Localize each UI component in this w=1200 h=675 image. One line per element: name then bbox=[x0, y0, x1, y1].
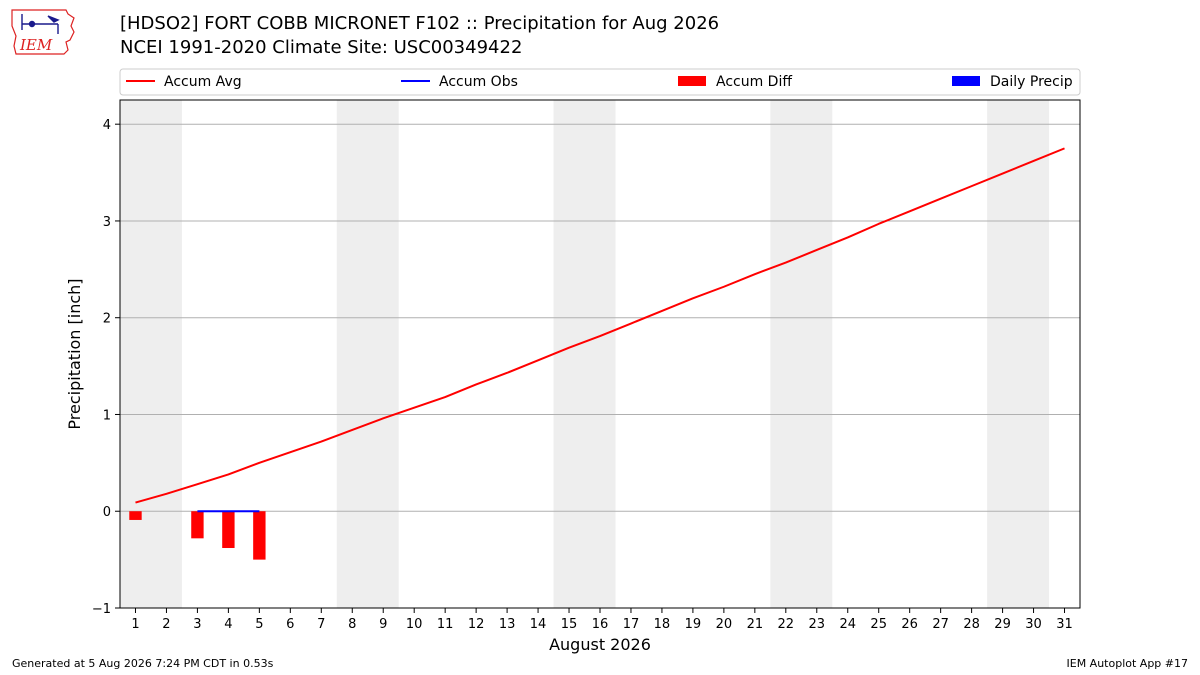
x-axis-label: August 2026 bbox=[549, 635, 651, 654]
x-tick-label: 8 bbox=[348, 617, 356, 632]
x-tick-label: 31 bbox=[1056, 617, 1073, 632]
x-tick-label: 1 bbox=[131, 617, 139, 632]
weekend-shade bbox=[770, 100, 833, 608]
x-tick-label: 28 bbox=[963, 617, 980, 632]
y-tick-label: −1 bbox=[92, 602, 111, 617]
y-tick-label: 3 bbox=[103, 215, 111, 230]
chart-title: [HDSO2] FORT COBB MICRONET F102 :: Preci… bbox=[120, 13, 720, 34]
legend-box bbox=[119, 68, 1081, 96]
x-tick-label: 15 bbox=[561, 617, 578, 632]
x-tick-label: 10 bbox=[406, 617, 423, 632]
generated-footer: Generated at 5 Aug 2026 7:24 PM CDT in 0… bbox=[12, 657, 274, 670]
x-tick-label: 12 bbox=[468, 617, 485, 632]
x-tick-label: 11 bbox=[437, 617, 454, 632]
x-tick-label: 14 bbox=[530, 617, 547, 632]
x-tick-label: 2 bbox=[162, 617, 170, 632]
legend-swatch bbox=[952, 76, 980, 86]
iowa-outline-icon bbox=[11, 9, 75, 55]
legend-label: Accum Diff bbox=[716, 74, 792, 90]
x-tick-label: 30 bbox=[1025, 617, 1042, 632]
x-tick-label: 17 bbox=[623, 617, 640, 632]
weekend-shade bbox=[336, 100, 399, 608]
accum-avg-line bbox=[135, 147, 1065, 504]
x-tick-label: 3 bbox=[193, 617, 201, 632]
x-tick-label: 7 bbox=[317, 617, 325, 632]
accum-diff-bar bbox=[129, 511, 142, 520]
x-tick-label: 24 bbox=[839, 617, 856, 632]
iem-logo: IEM bbox=[11, 9, 75, 55]
weather-station-icon bbox=[21, 14, 60, 34]
y-tick-label: 2 bbox=[103, 312, 111, 327]
x-tick-label: 21 bbox=[747, 617, 764, 632]
weekend-shade bbox=[120, 100, 182, 608]
x-tick-label: 26 bbox=[901, 617, 918, 632]
x-tick-label: 18 bbox=[654, 617, 671, 632]
x-tick-label: 20 bbox=[716, 617, 733, 632]
weekend-shade bbox=[553, 100, 616, 608]
accum-diff-bar bbox=[253, 511, 266, 560]
x-tick-label: 5 bbox=[255, 617, 263, 632]
x-tick-label: 6 bbox=[286, 617, 294, 632]
x-tick-label: 25 bbox=[870, 617, 887, 632]
x-tick-label: 9 bbox=[379, 617, 387, 632]
chart-subtitle: NCEI 1991-2020 Climate Site: USC00349422 bbox=[120, 37, 523, 58]
weekend-shade bbox=[987, 100, 1050, 608]
x-tick-label: 23 bbox=[809, 617, 826, 632]
y-tick-label: 0 bbox=[103, 505, 111, 520]
x-tick-label: 27 bbox=[932, 617, 949, 632]
accum-diff-bar bbox=[191, 511, 204, 539]
logo-text: IEM bbox=[19, 36, 53, 54]
y-axis-label: Precipitation [inch] bbox=[65, 278, 84, 429]
x-tick-label: 19 bbox=[685, 617, 702, 632]
legend-label: Accum Obs bbox=[439, 74, 518, 90]
y-tick-label: 4 bbox=[103, 118, 111, 133]
x-tick-label: 29 bbox=[994, 617, 1011, 632]
x-tick-label: 16 bbox=[592, 617, 609, 632]
x-tick-label: 22 bbox=[778, 617, 795, 632]
legend-label: Accum Avg bbox=[164, 74, 242, 90]
x-tick-label: 4 bbox=[224, 617, 232, 632]
legend-swatch bbox=[678, 76, 706, 86]
app-footer: IEM Autoplot App #17 bbox=[1066, 657, 1189, 670]
x-tick-label: 13 bbox=[499, 617, 516, 632]
y-tick-label: 1 bbox=[103, 408, 111, 423]
accum-diff-bar bbox=[222, 511, 235, 549]
legend-label: Daily Precip bbox=[990, 74, 1073, 90]
